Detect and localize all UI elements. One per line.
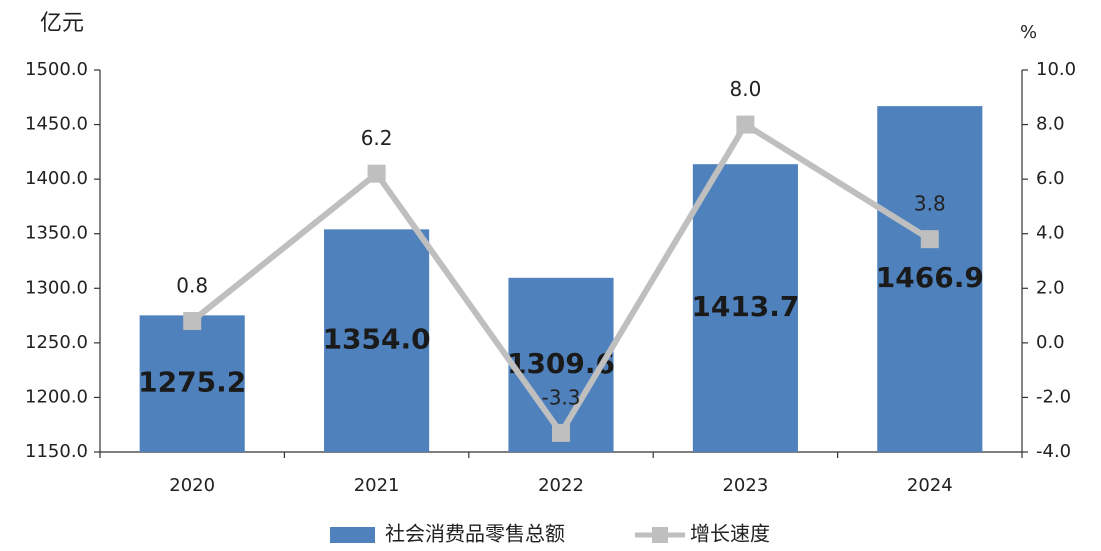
y-tick-label: 1350.0	[25, 223, 88, 244]
legend-swatch	[652, 527, 668, 543]
line-value-label: 3.8	[914, 192, 946, 216]
y2-tick-label: 10.0	[1036, 59, 1076, 80]
line-marker	[552, 423, 570, 442]
y2-tick-label: -2.0	[1036, 386, 1071, 407]
legend-label: 社会消费品零售总额	[385, 522, 565, 546]
bar-value-label: 1275.2	[138, 366, 246, 399]
line-marker	[736, 115, 755, 134]
y-tick-label: 1150.0	[25, 441, 88, 462]
y-tick-label: 1500.0	[25, 59, 88, 80]
legend-swatch	[330, 527, 375, 543]
y2-tick-label: 2.0	[1036, 277, 1065, 298]
y-axis-unit: 亿元	[40, 11, 84, 36]
line-value-label: 8.0	[729, 77, 761, 101]
bar-value-label: 1413.7	[691, 290, 799, 323]
bar	[324, 229, 430, 452]
line-marker	[367, 164, 386, 183]
y-tick-label: 1250.0	[25, 332, 88, 353]
y2-tick-label: 0.0	[1036, 332, 1065, 353]
bar	[877, 106, 983, 453]
bar-value-label: 1354.0	[323, 323, 431, 356]
bar	[692, 164, 798, 452]
x-tick-label: 2021	[354, 475, 400, 496]
bar	[508, 277, 614, 452]
y-tick-label: 1200.0	[25, 386, 88, 407]
x-tick-label: 2022	[538, 475, 584, 496]
y2-tick-label: -4.0	[1036, 441, 1071, 462]
y2-axis-unit: %	[1020, 22, 1037, 43]
legend-label: 增长速度	[690, 522, 770, 546]
x-tick-label: 2023	[722, 475, 768, 496]
line-value-label: 0.8	[176, 274, 208, 298]
bar-value-label: 1466.9	[876, 261, 984, 294]
y-tick-label: 1400.0	[25, 168, 88, 189]
y-tick-label: 1450.0	[25, 114, 88, 135]
x-tick-label: 2020	[169, 475, 215, 496]
y2-tick-label: 4.0	[1036, 223, 1065, 244]
line-value-label: 6.2	[361, 126, 393, 150]
line-value-label: -3.3	[541, 385, 580, 409]
line-marker	[183, 312, 202, 331]
y-tick-label: 1300.0	[25, 277, 88, 298]
y2-tick-label: 8.0	[1036, 114, 1065, 135]
y2-tick-label: 6.0	[1036, 168, 1065, 189]
line-marker	[920, 230, 939, 249]
bar	[139, 315, 245, 452]
x-tick-label: 2024	[907, 475, 953, 496]
